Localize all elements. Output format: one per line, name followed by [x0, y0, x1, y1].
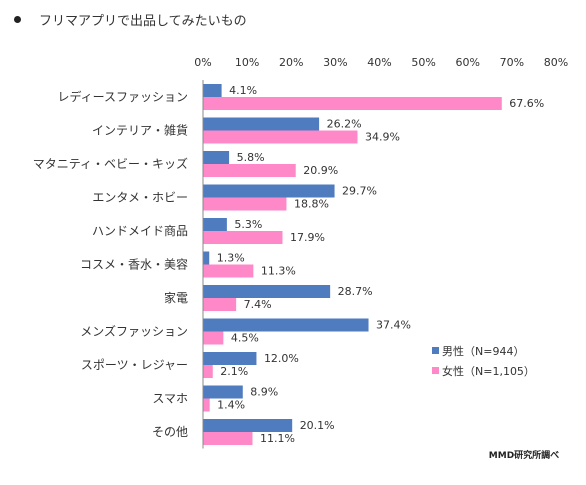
legend-swatch-male	[432, 347, 439, 354]
value-label: 26.2%	[327, 118, 362, 131]
category-label: コスメ・香水・美容	[80, 257, 188, 272]
x-tick-label: 60%	[456, 56, 480, 69]
value-label: 1.4%	[217, 399, 245, 412]
category-labels: レディースファッションインテリア・雑貨マタニティ・ベビー・キッズエンタメ・ホビー…	[33, 89, 188, 439]
bar-female	[203, 432, 253, 445]
bullet-icon	[14, 16, 21, 23]
x-tick-label: 0%	[194, 56, 211, 69]
bar-female	[203, 130, 358, 144]
bar-female	[203, 298, 237, 311]
bars	[203, 84, 502, 445]
value-label: 7.4%	[244, 298, 272, 311]
category-label: レディースファッション	[57, 89, 188, 104]
title-row: フリマアプリで出品してみたいもの	[14, 10, 247, 29]
value-label: 11.3%	[261, 265, 296, 278]
value-labels: 4.1% 67.6% 26.2%34.9% 5.8% 20.9% 29.7% 18.8% 5.…	[217, 84, 545, 445]
value-label: 37.4%	[376, 319, 411, 332]
bar-female	[203, 97, 502, 110]
bar-male	[203, 117, 320, 131]
category-label: スマホ	[152, 392, 188, 406]
category-label: スポーツ・レジャー	[81, 358, 188, 372]
category-label: インテリア・雑貨	[92, 123, 188, 138]
x-tick-label: 80%	[544, 56, 568, 69]
value-label: 18.8%	[294, 198, 329, 211]
bar-female	[203, 398, 210, 412]
category-label: メンズファッション	[80, 324, 188, 339]
value-label: 17.9%	[290, 231, 325, 244]
value-label: 20.9%	[303, 164, 338, 177]
value-label: 28.7%	[338, 285, 373, 298]
chart-title: フリマアプリで出品してみたいもの	[39, 14, 247, 29]
value-label: 5.3%	[234, 218, 262, 231]
value-label: 8.9%	[250, 386, 278, 399]
bar-male	[203, 251, 210, 265]
value-label: 20.1%	[300, 419, 335, 432]
legend-label-female: 女性（N=1,105）	[442, 364, 535, 378]
value-label: 67.6%	[509, 97, 544, 110]
value-label: 4.5%	[231, 332, 259, 345]
bar-female	[203, 264, 254, 278]
category-label: その他	[152, 425, 188, 439]
category-label: 家電	[164, 290, 188, 305]
bar-male	[203, 84, 222, 97]
bar-female	[203, 331, 224, 345]
value-label: 2.1%	[220, 365, 248, 378]
bar-female	[203, 164, 296, 177]
category-label: ハンドメイド商品	[92, 223, 188, 238]
bar-female	[203, 365, 213, 378]
value-label: 34.9%	[365, 131, 400, 144]
legend: 男性（N=944） 女性（N=1,105）	[432, 344, 535, 378]
value-label: 12.0%	[264, 352, 299, 365]
bar-male	[203, 218, 227, 231]
category-label: エンタメ・ホビー	[92, 191, 188, 205]
bar-male	[203, 151, 230, 164]
value-label: 29.7%	[342, 185, 377, 198]
bar-female	[203, 197, 287, 211]
source-note: MMD研究所調べ	[489, 449, 559, 461]
x-tick-label: 20%	[279, 56, 303, 69]
value-label: 4.1%	[229, 84, 257, 97]
category-label: マタニティ・ベビー・キッズ	[33, 156, 188, 171]
bar-male	[203, 318, 369, 332]
legend-label-male: 男性（N=944）	[442, 344, 524, 358]
bar-male	[203, 352, 257, 365]
x-tick-label: 70%	[500, 56, 524, 69]
x-tick-label: 50%	[411, 56, 435, 69]
legend-swatch-female	[432, 367, 439, 374]
x-tick-label: 10%	[235, 56, 259, 69]
bar-female	[203, 231, 283, 244]
value-label: 5.8%	[237, 151, 265, 164]
x-tick-label: 30%	[323, 56, 347, 69]
x-tick-label: 40%	[367, 56, 391, 69]
bar-male	[203, 184, 335, 198]
bar-male	[203, 419, 293, 432]
bar-male	[203, 385, 243, 399]
bar-male	[203, 285, 331, 298]
x-axis-ticks: 0% 10% 20% 30% 40% 50% 60% 70% 80%	[194, 56, 568, 69]
value-label: 11.1%	[260, 432, 295, 445]
value-label: 1.3%	[217, 252, 245, 265]
